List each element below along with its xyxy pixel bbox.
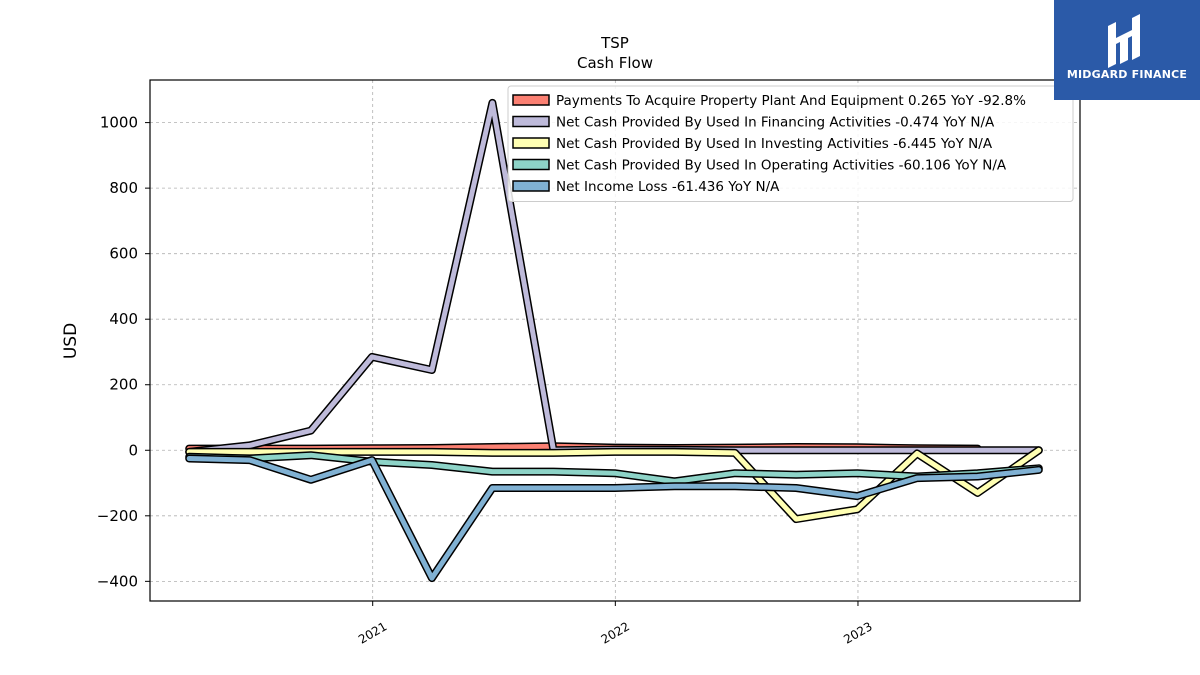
chart-title: TSP <box>600 34 629 52</box>
legend-box <box>507 85 1074 202</box>
y-tick-label: 1000 <box>100 114 138 132</box>
x-ticks: 2021 2022 2023 <box>356 601 875 647</box>
legend-label: Net Cash Provided By Used In Financing A… <box>556 115 995 131</box>
brand-logo: MIDGARD FINANCE <box>1054 0 1200 100</box>
legend-label: Net Cash Provided By Used In Investing A… <box>556 136 993 152</box>
legend-swatch <box>512 158 550 171</box>
chart-subtitle: Cash Flow <box>577 54 653 72</box>
y-axis-label: USD <box>61 323 81 359</box>
series-line <box>186 452 1042 484</box>
y-tick-label: 400 <box>109 310 138 328</box>
y-tick-label: 0 <box>128 441 138 459</box>
x-tick-label: 2023 <box>841 619 874 646</box>
y-tick-label: 200 <box>109 376 138 394</box>
legend: Payments To Acquire Property Plant And E… <box>507 85 1074 202</box>
y-tick-label: −200 <box>97 507 138 525</box>
legend-label: Net Cash Provided By Used In Operating A… <box>556 158 1007 174</box>
x-tick-label: 2022 <box>599 619 632 646</box>
legend-swatch <box>512 137 550 149</box>
y-tick-label: 800 <box>109 179 138 197</box>
y-ticks: −400 −200 0 200 400 600 800 1000 <box>97 114 150 590</box>
y-tick-label: 600 <box>109 245 138 263</box>
x-tick-label: 2021 <box>356 619 389 646</box>
brand-name: MIDGARD FINANCE <box>1066 68 1188 81</box>
legend-label: Net Income Loss -61.436 YoY N/A <box>556 179 780 195</box>
legend-swatch <box>512 94 550 106</box>
legend-swatch <box>512 115 550 128</box>
legend-swatch <box>512 180 550 192</box>
series-lines <box>185 98 1043 583</box>
y-tick-label: −400 <box>97 572 138 590</box>
midgard-logo-icon <box>1108 14 1140 68</box>
legend-label: Payments To Acquire Property Plant And E… <box>556 93 1026 109</box>
series-line <box>186 456 1042 581</box>
